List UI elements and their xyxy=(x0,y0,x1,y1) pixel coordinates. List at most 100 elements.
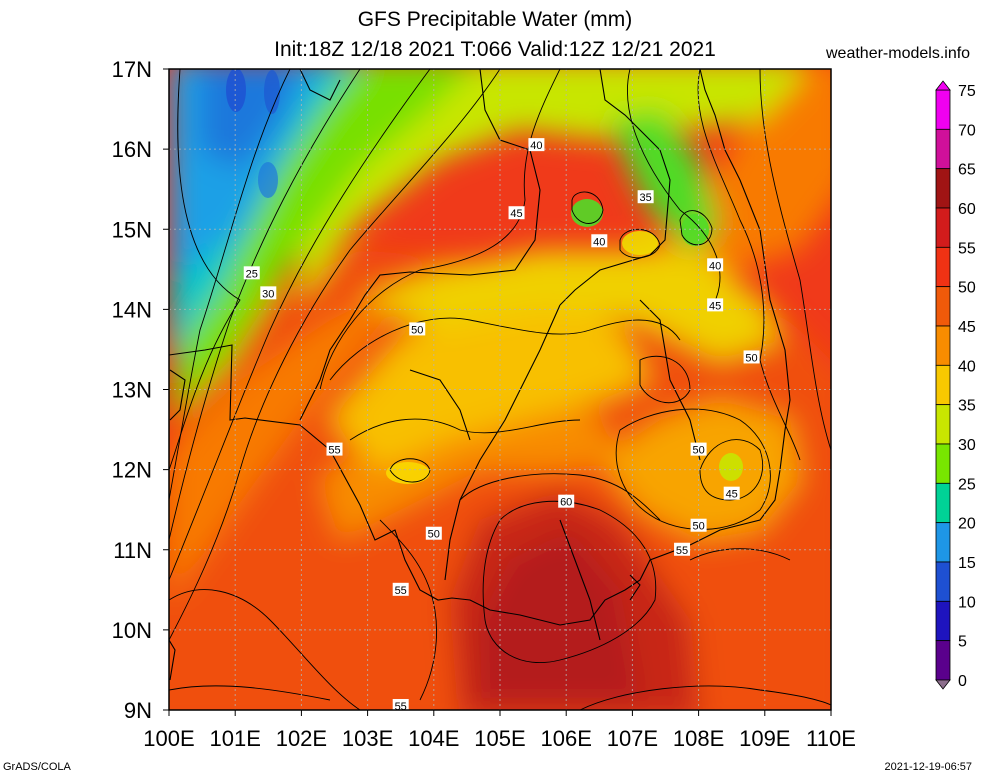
lon-label: 104E xyxy=(408,726,459,751)
contour-label-bg xyxy=(558,494,575,508)
contour-label-bg xyxy=(260,286,277,300)
map-subtitle: Init:18Z 12/18 2021 T:066 Valid:12Z 12/2… xyxy=(274,38,716,61)
lat-label: 16N xyxy=(112,137,152,162)
lon-label: 110E xyxy=(806,726,856,751)
lon-label: 106E xyxy=(541,726,592,751)
site-label: weather-models.info xyxy=(826,45,971,62)
contour-label-bg xyxy=(591,234,608,248)
contour-label: 55 xyxy=(328,445,340,457)
contour-label: 40 xyxy=(709,260,721,272)
colorbar-label: 0 xyxy=(958,673,967,690)
colorbar-label: 5 xyxy=(958,634,967,651)
colorbar-swatch xyxy=(935,89,951,130)
contour-label-bg xyxy=(528,138,545,152)
lon-label: 102E xyxy=(276,726,327,751)
colorbar-label: 10 xyxy=(958,594,976,611)
contour-label: 50 xyxy=(692,445,704,457)
contour-label: 50 xyxy=(745,352,757,364)
colorbar-swatch xyxy=(935,443,951,484)
contour-label-bg xyxy=(392,698,409,712)
lon-label: 101E xyxy=(210,726,261,751)
colorbar-swatch xyxy=(935,128,951,170)
lat-lon-grid xyxy=(169,69,831,710)
contour-label: 50 xyxy=(692,521,704,533)
colorbar-label: 15 xyxy=(958,555,976,572)
lat-label: 11N xyxy=(113,538,152,563)
lat-label: 10N xyxy=(112,618,152,643)
contour-label: 25 xyxy=(246,268,258,280)
contour-label-bg xyxy=(425,526,442,540)
colorbar-label: 50 xyxy=(958,280,976,297)
colorbar-label: 60 xyxy=(958,201,976,218)
lat-label: 9N xyxy=(124,698,152,723)
contour-label: 45 xyxy=(726,489,738,501)
colorbar-bottom-arrow xyxy=(935,679,951,690)
colorbar-top-arrow xyxy=(935,80,951,91)
contour-label: 55 xyxy=(395,701,407,713)
contour-label-bg xyxy=(508,206,525,220)
colorbar-label: 25 xyxy=(958,476,976,493)
contour-label: 35 xyxy=(640,192,652,204)
contour-label: 60 xyxy=(560,497,572,509)
lat-label: 15N xyxy=(112,217,152,242)
colorbar-swatch xyxy=(935,364,951,406)
colorbar-label: 45 xyxy=(958,319,976,336)
contour-label-bg xyxy=(326,442,343,456)
colorbar-swatch xyxy=(935,207,951,248)
contour-label-bg xyxy=(690,518,707,532)
lon-label: 105E xyxy=(474,726,525,751)
lat-label: 14N xyxy=(112,297,152,322)
footer-timestamp: 2021-12-19-06:57 xyxy=(884,761,972,773)
colorbar-swatch xyxy=(935,404,951,445)
lon-label: 108E xyxy=(673,726,724,751)
contour-label-bg xyxy=(743,350,760,364)
lon-label: 103E xyxy=(342,726,393,751)
colorbar-swatch xyxy=(935,600,951,642)
colorbar-swatch xyxy=(935,246,951,288)
colorbar-label: 40 xyxy=(958,358,976,375)
contour-label: 45 xyxy=(709,300,721,312)
colorbar-label: 70 xyxy=(958,122,976,139)
longitude-labels: 100E 101E 102E 103E 104E 105E 106E 107E 108E 109E… xyxy=(143,710,856,751)
contour-label-bg xyxy=(674,542,691,556)
contour-label-bg xyxy=(409,322,426,336)
contour-label: 50 xyxy=(411,324,423,336)
contour-labels: 40 45 35 40 40 45 50 25 30 50 55 50 45 60 50 55 50 55 55 xyxy=(243,138,760,713)
contour-label-bg xyxy=(690,442,707,456)
contour-label-bg xyxy=(707,258,724,272)
contour-label-bg xyxy=(637,190,654,204)
contour-label: 30 xyxy=(262,288,274,300)
colorbar-swatch xyxy=(935,640,951,681)
contour-label: 55 xyxy=(395,585,407,597)
contour-label-bg xyxy=(723,486,740,500)
colorbar-swatch xyxy=(935,522,951,563)
contour-label-bg xyxy=(243,266,260,280)
map-title: GFS Precipitable Water (mm) xyxy=(357,8,633,31)
colorbar-label: 30 xyxy=(958,437,976,454)
lon-label: 100E xyxy=(143,726,194,751)
lon-label: 109E xyxy=(739,726,790,751)
contour-label-bg xyxy=(392,582,409,596)
contour-label: 40 xyxy=(593,236,605,248)
colorbar-label: 35 xyxy=(958,398,976,415)
contour-label: 40 xyxy=(530,140,542,152)
colorbar-swatch xyxy=(935,286,951,327)
lon-label: 107E xyxy=(607,726,658,751)
contour-label: 45 xyxy=(510,208,522,220)
coastlines xyxy=(169,69,791,681)
colorbar-swatch xyxy=(935,325,951,366)
lat-label: 12N xyxy=(112,458,152,483)
colorbar-swatch xyxy=(935,561,951,602)
colorbar-label: 20 xyxy=(958,516,976,533)
contour-label: 50 xyxy=(428,529,440,541)
lat-label: 17N xyxy=(112,57,152,82)
colorbar-swatch xyxy=(935,482,951,524)
latitude-labels: 17N 16N 15N 14N 13N 12N 11N 10N 9N xyxy=(112,57,169,723)
contour-label-bg xyxy=(707,298,724,312)
footer-credit: GrADS/COLA xyxy=(3,761,71,773)
lat-label: 13N xyxy=(112,378,152,403)
colorbar-label: 65 xyxy=(958,162,976,179)
contour-label: 55 xyxy=(676,545,688,557)
